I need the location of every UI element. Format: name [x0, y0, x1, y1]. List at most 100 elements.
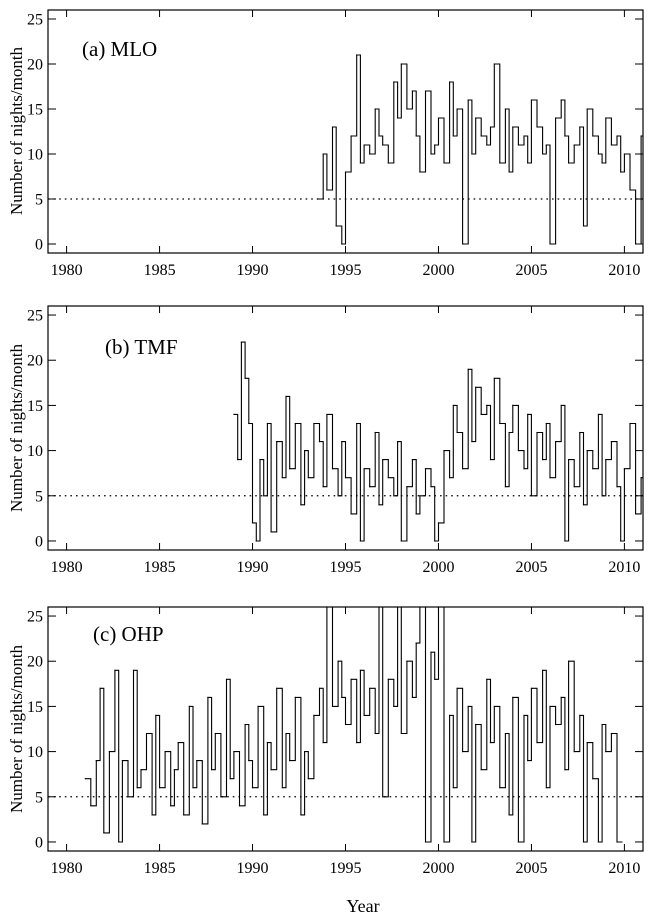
data-point [406, 660, 408, 662]
data-point [313, 422, 315, 425]
data-point [443, 450, 445, 452]
data-point [555, 723, 557, 726]
data-point [400, 732, 402, 735]
data-point [108, 751, 110, 753]
data-point [504, 108, 506, 110]
data-point [517, 450, 520, 452]
data-point [356, 742, 358, 744]
data-point [132, 669, 135, 671]
data-point [579, 714, 581, 717]
data-point [411, 459, 413, 461]
data-point [452, 787, 454, 789]
data-point [118, 841, 120, 843]
data-point [530, 495, 533, 497]
data-point [597, 413, 600, 415]
data-point [251, 787, 254, 789]
data-point [255, 540, 257, 542]
x-tick-label: 2000 [422, 860, 454, 877]
data-point [307, 477, 309, 479]
data-point [434, 678, 436, 680]
data-point [424, 841, 427, 843]
data-point [244, 723, 246, 726]
x-tick-label: 2000 [422, 559, 454, 576]
data-point [635, 243, 637, 245]
data-point [233, 751, 235, 753]
data-point [350, 135, 352, 137]
data-point [504, 486, 506, 488]
data-point [356, 54, 358, 56]
data-point [560, 99, 562, 101]
data-point [344, 171, 347, 173]
data-point [331, 126, 334, 128]
data-point [300, 504, 302, 506]
data-point [378, 504, 380, 506]
data-point [240, 341, 242, 343]
data-point [452, 404, 454, 406]
y-tick-label: 5 [35, 789, 43, 806]
data-point [489, 126, 492, 128]
panel-title: (c) OHP [93, 622, 164, 646]
data-point [400, 540, 402, 542]
y-tick-label: 0 [35, 533, 43, 550]
data-point [415, 513, 417, 515]
data-point [467, 368, 469, 370]
data-point [449, 81, 451, 83]
data-point [359, 669, 361, 671]
data-point [344, 477, 347, 479]
data-point [616, 135, 618, 137]
data-point [493, 377, 495, 379]
y-tick-label: 5 [35, 192, 43, 209]
data-point [582, 841, 585, 843]
plot-layer: 1980 1985 1990 1995 2000 2005 2010 0 5 10 15 20 25 [27, 606, 643, 877]
data-point [424, 468, 427, 470]
chart-panel-c: (c) OHP 1980 1985 1990 1995 2000 2005 2010 0 5 10… [27, 606, 644, 877]
data-point [322, 742, 324, 744]
data-point [99, 687, 101, 689]
x-tick-label: 1985 [144, 860, 176, 877]
data-point [560, 696, 562, 699]
data-point [620, 171, 622, 173]
data-point [307, 778, 309, 780]
data-point [201, 823, 203, 825]
panel-title: (b) TMF [105, 335, 178, 359]
data-point [359, 540, 361, 542]
data-point [610, 144, 613, 146]
data-point [318, 441, 321, 443]
data-point [211, 769, 213, 771]
series-line [233, 341, 643, 542]
data-point [549, 705, 551, 708]
data-point [359, 162, 361, 164]
y-tick-label: 0 [35, 834, 43, 851]
chart-panel-b: (b) TMF 1980 1985 1990 1995 2000 2005 2010 0 5 10… [27, 305, 644, 576]
data-point [508, 814, 510, 816]
data-point [248, 422, 250, 425]
data-point [251, 522, 254, 524]
data-point [196, 760, 198, 762]
data-point [582, 225, 585, 227]
data-point [586, 450, 588, 452]
data-point [564, 135, 566, 137]
data-point [573, 486, 575, 488]
data-point [317, 198, 319, 200]
data-point [300, 814, 302, 816]
data-point [363, 144, 365, 146]
data-point [341, 441, 343, 443]
data-point [331, 468, 334, 470]
data-point [475, 117, 477, 119]
data-point [555, 117, 557, 119]
data-point [523, 714, 525, 717]
data-point [471, 153, 473, 155]
data-point [270, 531, 272, 533]
data-point [545, 144, 547, 146]
x-tick-label: 2010 [608, 559, 640, 576]
data-point [155, 714, 157, 717]
y-tick-label: 25 [27, 12, 43, 29]
data-point [378, 606, 380, 608]
data-point [640, 135, 642, 137]
data-point [568, 459, 570, 461]
data-point [443, 162, 445, 164]
data-point [374, 431, 376, 434]
data-point [449, 714, 451, 717]
data-point [369, 486, 371, 488]
data-point [452, 135, 454, 137]
